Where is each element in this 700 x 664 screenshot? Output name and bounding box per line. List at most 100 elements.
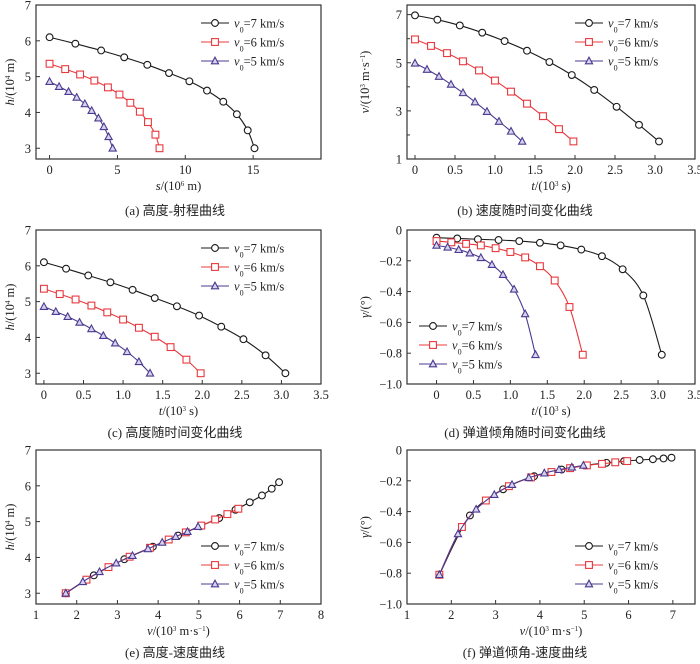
legend-label: v0=6 km/s	[234, 261, 284, 279]
axis-unit: s)	[558, 179, 570, 193]
x-axis-title: t/(103 s)	[159, 404, 198, 418]
legend-label: v0=5 km/s	[608, 55, 658, 73]
data-point	[39, 301, 49, 310]
legend-rest: =5 km/s	[618, 578, 659, 592]
data-point	[143, 543, 153, 553]
legend-label: v0=5 km/s	[608, 578, 658, 596]
data-point	[515, 237, 524, 246]
x-tick-label: 2.5	[607, 163, 623, 177]
y-tick-label: 4	[25, 106, 32, 120]
axis-sup: 3	[545, 625, 549, 633]
series-circle	[39, 258, 290, 378]
panel-e: 1 2 3 4 5 6 7 8 3 4 5 6 7 v/(103 m·s−1) h/(104 m) v0=7 …	[0, 442, 350, 664]
data-point	[434, 71, 444, 80]
x-axis-title: v/(103 m·s−1)	[520, 624, 583, 638]
axis-unit: /(10	[153, 624, 173, 638]
legend-label: v0=7 km/s	[608, 540, 658, 558]
data-point	[507, 479, 517, 489]
legend-rest: =5 km/s	[618, 55, 659, 69]
legend-var: v	[608, 559, 614, 573]
series-square	[432, 237, 587, 359]
x-tick-label: 10	[179, 163, 192, 177]
x-tick-label: 3.0	[650, 388, 666, 402]
legend-marker-circle	[211, 19, 219, 27]
data-point	[193, 521, 203, 530]
x-tick-label: 3.5	[687, 388, 700, 402]
legend-item: v0=6 km/s	[201, 261, 284, 279]
x-tick-label: 2	[448, 608, 454, 622]
axis-var: t	[531, 404, 535, 418]
x-tick-label: 3.5	[687, 163, 700, 177]
data-point	[108, 143, 118, 152]
data-point	[71, 295, 80, 304]
legend-sub: 0	[240, 586, 244, 595]
series-triangle	[432, 240, 541, 359]
legend-marker-circle	[585, 19, 593, 27]
legend-rest: =6 km/s	[244, 261, 285, 275]
legend-item: v0=6 km/s	[419, 339, 502, 357]
legend-rest: =6 km/s	[462, 339, 503, 353]
x-tick-label: 3.5	[313, 388, 329, 402]
axis-unit: /(10	[525, 624, 545, 638]
x-tick-label: 1.5	[527, 163, 543, 177]
data-point	[523, 46, 531, 55]
data-point	[565, 303, 574, 311]
data-point	[203, 86, 211, 95]
legend-label: v0=6 km/s	[452, 339, 502, 357]
data-point	[517, 136, 527, 145]
series-line	[436, 244, 537, 355]
axis-var: t	[159, 404, 163, 418]
axis-sup: −1	[359, 54, 367, 62]
data-point	[127, 550, 138, 560]
legend-rest: =5 km/s	[244, 55, 285, 69]
legend-marker-triangle	[428, 359, 438, 368]
data-point	[87, 105, 97, 115]
x-tick-label: 1.0	[115, 388, 131, 402]
legend-rest: =7 km/s	[618, 540, 659, 554]
series-square	[411, 35, 578, 146]
x-tick-label: 2	[74, 608, 80, 622]
axis-var: v	[520, 624, 526, 638]
legend-label: v0=6 km/s	[234, 36, 284, 54]
legend-rest: =7 km/s	[244, 17, 285, 31]
data-point	[432, 240, 442, 249]
series-triangle	[45, 76, 118, 152]
x-axis-title: t/(103 s)	[531, 179, 570, 193]
y-axis-title: γ/(°)	[358, 296, 372, 318]
axis-sup: 3	[555, 180, 559, 188]
legend-label: v0=6 km/s	[234, 559, 284, 577]
legend-rest: =6 km/s	[244, 559, 285, 573]
legend-rest: =7 km/s	[244, 242, 285, 256]
data-point	[535, 262, 544, 271]
y-tick-label: −1.0	[379, 598, 402, 612]
y-tick-label: −0.8	[379, 347, 402, 361]
legend-item: v0=7 km/s	[201, 540, 284, 557]
data-point	[455, 21, 464, 30]
data-point	[134, 323, 143, 332]
data-point	[185, 77, 194, 86]
data-point	[427, 41, 435, 50]
legend-item: v0=5 km/s	[419, 358, 502, 375]
caption-b: (b) 速度随时间变化曲线	[457, 203, 593, 218]
data-point	[62, 264, 71, 273]
data-point	[578, 350, 587, 359]
data-point	[71, 39, 80, 48]
legend-var: v	[234, 242, 240, 256]
data-point	[55, 290, 64, 299]
data-point	[443, 242, 453, 251]
y-tick-label: 1	[396, 153, 402, 167]
x-tick-label: 6	[625, 608, 631, 622]
data-point	[470, 97, 480, 106]
data-point	[648, 455, 657, 464]
legend-label: v0=7 km/s	[234, 242, 284, 260]
legend-sub: 0	[240, 567, 244, 576]
x-tick-label: 2.0	[576, 388, 592, 402]
legend-item: v0=5 km/s	[201, 578, 284, 595]
y-tick-label: 6	[25, 479, 31, 493]
axis-unit: /(10	[3, 79, 17, 99]
series-line	[49, 81, 114, 149]
data-point	[482, 106, 492, 115]
data-point	[267, 484, 276, 493]
x-tick-label: 1.5	[539, 388, 555, 402]
